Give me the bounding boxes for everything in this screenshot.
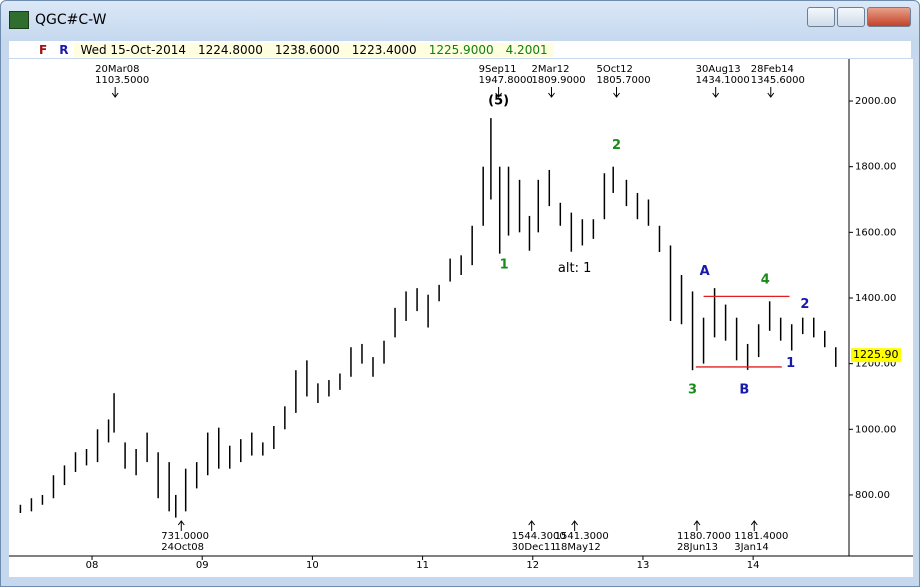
y-tick-label: 800.00 — [855, 490, 890, 501]
flag-r[interactable]: R — [59, 42, 69, 57]
arrow-head — [767, 92, 775, 98]
close-button[interactable] — [867, 7, 911, 27]
quote-change: 4.2001 — [505, 42, 548, 57]
annotation-price: 1180.7000 — [677, 531, 731, 542]
arrow-head — [712, 92, 720, 98]
annotation-date: 30Dec11 — [512, 542, 557, 553]
x-tick-label: 13 — [637, 560, 650, 571]
annotation-price: 1809.9000 — [532, 75, 586, 86]
arrow-head — [548, 92, 555, 98]
toolbar: F R Wed 15-Oct-2014 1224.8000 1238.6000 … — [9, 41, 911, 58]
arrow-head — [613, 92, 620, 98]
annotation-price: 1544.3000 — [512, 531, 566, 542]
annotation-price: 1947.8000 — [479, 75, 533, 86]
window-buttons — [807, 7, 911, 27]
wave-label: A — [700, 264, 710, 279]
y-tick-label: 2000.00 — [855, 96, 896, 107]
arrow-head — [528, 520, 536, 526]
annotation-price: 1181.4000 — [734, 531, 788, 542]
quote-date: Wed 15-Oct-2014 — [80, 42, 186, 57]
quote-low: 1223.4000 — [351, 42, 417, 57]
x-tick-label: 10 — [306, 560, 319, 571]
annotation-date: 18May12 — [555, 542, 601, 553]
wave-label: 1 — [786, 356, 795, 371]
annotation-price: 1541.3000 — [555, 531, 609, 542]
y-tick-label: 1000.00 — [855, 424, 896, 435]
chart-bg — [9, 59, 913, 577]
quote-open: 1224.8000 — [197, 42, 263, 57]
title-bar: QGC#C-W — [9, 9, 106, 31]
arrow-head — [111, 92, 119, 98]
last-price-label: 1225.90 — [853, 348, 899, 361]
y-tick-label: 1200.00 — [855, 359, 896, 370]
y-tick-label: 1600.00 — [855, 227, 896, 238]
wave-label: B — [739, 382, 749, 397]
arrow-head — [750, 520, 758, 526]
annotation-price: 1805.7000 — [597, 75, 651, 86]
wave-label: 2 — [800, 297, 809, 312]
annotation-date: 2Mar12 — [532, 64, 570, 75]
annotation-date: 24Oct08 — [161, 542, 204, 553]
annotation-price: 1434.1000 — [696, 75, 750, 86]
arrow-head — [177, 520, 185, 526]
wave-label: (5) — [488, 94, 509, 109]
annotation-date: 30Aug13 — [696, 64, 741, 75]
wave-label: 4 — [761, 272, 770, 287]
annotation-date: 20Mar08 — [95, 64, 139, 75]
x-tick-label: 12 — [526, 560, 539, 571]
y-tick-label: 1800.00 — [855, 162, 896, 173]
annotation-price: 1103.5000 — [95, 75, 149, 86]
annotation-date: 28Feb14 — [751, 64, 794, 75]
window-title: QGC#C-W — [35, 12, 107, 28]
wave-label: 2 — [612, 138, 621, 153]
annotation-date: 28Jun13 — [677, 542, 718, 553]
annotation-price: 731.0000 — [161, 531, 209, 542]
minimize-button[interactable] — [807, 7, 835, 27]
chart: 800.00 1000.00 1200.00 1400.00 1600.00 1800.0… — [9, 59, 913, 577]
wave-label: 1 — [500, 258, 509, 273]
x-tick-label: 11 — [416, 560, 429, 571]
y-tick-label: 1400.00 — [855, 293, 896, 304]
maximize-button[interactable] — [837, 7, 865, 27]
quote-close: 1225.9000 — [428, 42, 494, 57]
app-icon — [9, 11, 29, 29]
arrow-head — [693, 520, 701, 526]
x-tick-label: 08 — [86, 560, 99, 571]
flag-f[interactable]: F — [39, 42, 48, 57]
last-price-box — [851, 348, 901, 363]
annotation-price: 1345.6000 — [751, 75, 805, 86]
annotation-date: 9Sep11 — [479, 64, 517, 75]
x-tick-label: 14 — [747, 560, 760, 571]
arrow-head — [571, 520, 579, 526]
x-tick-label: 09 — [196, 560, 209, 571]
arrow-head — [495, 92, 503, 98]
annotation-date: 3Jan14 — [734, 542, 769, 553]
quote-fields: Wed 15-Oct-2014 1224.8000 1238.6000 1223… — [74, 42, 554, 57]
wave-label: 3 — [688, 382, 697, 397]
wave-label: alt: 1 — [558, 261, 591, 276]
quote-high: 1238.6000 — [274, 42, 340, 57]
annotation-date: 5Oct12 — [597, 64, 633, 75]
